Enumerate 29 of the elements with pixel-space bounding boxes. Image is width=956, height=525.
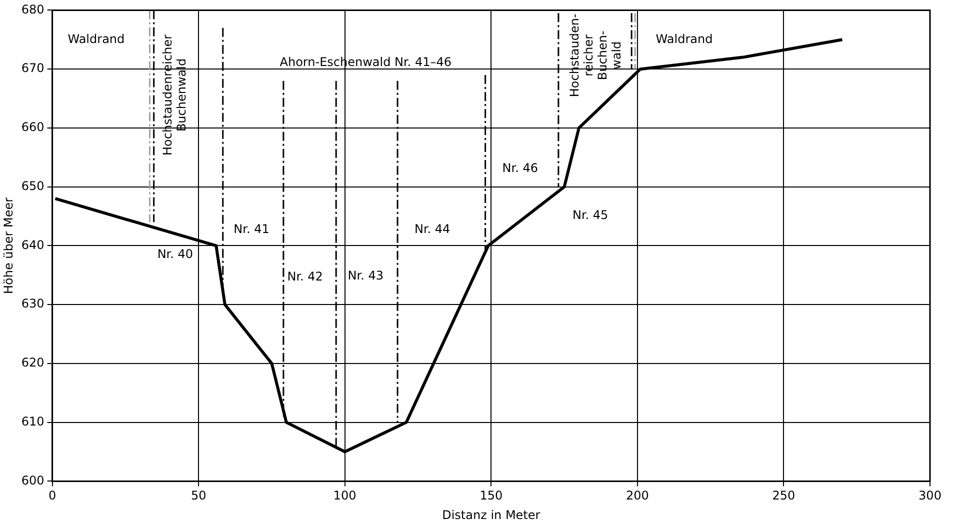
x-tick-label: 100 [333, 488, 356, 503]
x-tick-label: 250 [772, 488, 796, 503]
annotation: Waldrand [656, 32, 713, 46]
x-tick-label: 0 [48, 488, 56, 503]
x-tick-label: 150 [480, 488, 503, 503]
annotation: Nr. 40 [157, 247, 194, 262]
y-tick-label: 600 [21, 473, 44, 488]
y-tick-label: 670 [21, 61, 44, 76]
y-tick-label: 640 [21, 238, 44, 252]
x-axis-title: Distanz in Meter [442, 508, 540, 522]
annotation: Hochstauden- reicher Buchen- wald [568, 14, 624, 98]
y-tick-label: 630 [21, 296, 44, 311]
y-tick-label: 620 [21, 356, 44, 370]
annotation: Nr. 42 [287, 269, 323, 284]
y-tick-label: 610 [21, 414, 44, 428]
x-tick-label: 50 [190, 488, 206, 503]
annotation: Hochstaudenreicher Buchenwald [160, 34, 188, 156]
annotation: Nr. 44 [414, 222, 450, 236]
annotation: Nr. 41 [234, 222, 270, 236]
x-tick-label: 300 [918, 488, 942, 503]
annotation: Nr. 46 [502, 161, 538, 176]
y-tick-label: 680 [21, 2, 44, 16]
annotation: Waldrand [68, 32, 125, 46]
annotation: Nr. 43 [348, 268, 384, 282]
y-tick-label: 650 [21, 178, 44, 193]
annotation: Nr. 45 [572, 208, 608, 222]
y-tick-label: 660 [21, 120, 44, 134]
x-tick-label: 200 [626, 488, 649, 503]
y-axis-title: Höhe über Meer [1, 197, 16, 294]
